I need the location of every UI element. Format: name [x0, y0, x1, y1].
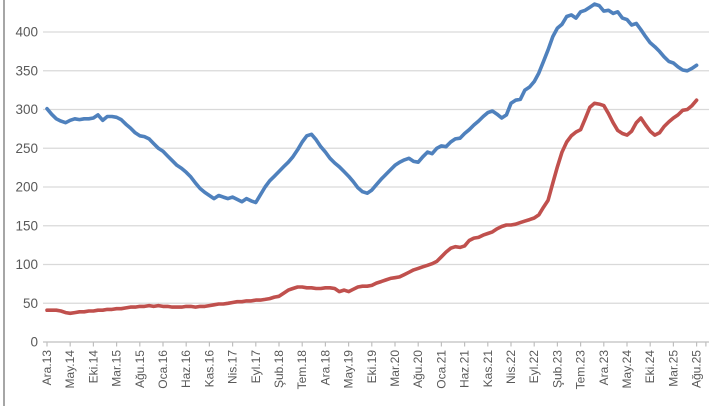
x-axis-tick-label: Ara.18 — [318, 350, 332, 386]
x-axis-tick-label: May.24 — [620, 350, 634, 389]
y-axis-tick-label: 250 — [15, 141, 38, 156]
x-axis-tick-label: Ağu.15 — [133, 350, 147, 388]
x-axis-tick-label: Eyl.17 — [249, 350, 263, 384]
x-axis-tick-label: Kas.21 — [481, 350, 495, 388]
y-axis-tick-label: 300 — [15, 102, 38, 117]
x-axis-tick-label: Ara.13 — [40, 350, 54, 386]
x-axis-tick-label: Ağu.20 — [411, 350, 425, 388]
x-axis-tick-label: Kas.16 — [202, 350, 216, 388]
x-axis-tick-label: May.19 — [342, 350, 356, 389]
x-axis-tick-label: Ağu.25 — [690, 350, 704, 388]
x-axis-tick-label: Haz.16 — [179, 350, 193, 388]
x-axis-tick-label: Tem.18 — [295, 350, 309, 390]
x-axis-tick-label: Nis.17 — [226, 350, 240, 384]
y-axis-tick-label: 350 — [15, 63, 38, 78]
y-axis-tick-label: 100 — [15, 257, 38, 272]
x-axis-tick-label: Eki.19 — [365, 350, 379, 384]
y-axis-tick-label: 200 — [15, 180, 38, 195]
x-axis-tick-label: Haz.21 — [458, 350, 472, 388]
x-axis-tick-label: Mar.20 — [388, 350, 402, 387]
y-axis-tick-label: 50 — [23, 296, 38, 311]
y-axis-tick-label: 400 — [15, 25, 38, 40]
x-axis-tick-label: Eyl.22 — [527, 350, 541, 384]
red-series-line — [45, 98, 699, 316]
x-axis-tick-label: May.14 — [63, 350, 77, 389]
y-axis-tick-label: 0 — [30, 335, 38, 350]
x-axis-tick-label: Eki.24 — [643, 350, 657, 384]
x-axis-tick-label: Şub.23 — [550, 350, 564, 388]
y-axis-tick-label: 150 — [15, 218, 38, 233]
x-axis-tick-label: Oca.21 — [434, 350, 448, 389]
x-axis-tick-label: Mar.15 — [110, 350, 124, 387]
x-axis-tick-label: Oca.16 — [156, 350, 170, 389]
x-axis-tick-label: Ara.23 — [597, 350, 611, 386]
blue-series-line — [45, 2, 699, 205]
x-axis-tick-label: Tem.23 — [574, 350, 588, 390]
x-axis-tick-label: Eki.14 — [86, 350, 100, 384]
x-axis-tick-label: Nis.22 — [504, 350, 518, 384]
x-axis-tick-label: Şub.18 — [272, 350, 286, 388]
x-axis-tick-label: Mar.25 — [666, 350, 680, 387]
